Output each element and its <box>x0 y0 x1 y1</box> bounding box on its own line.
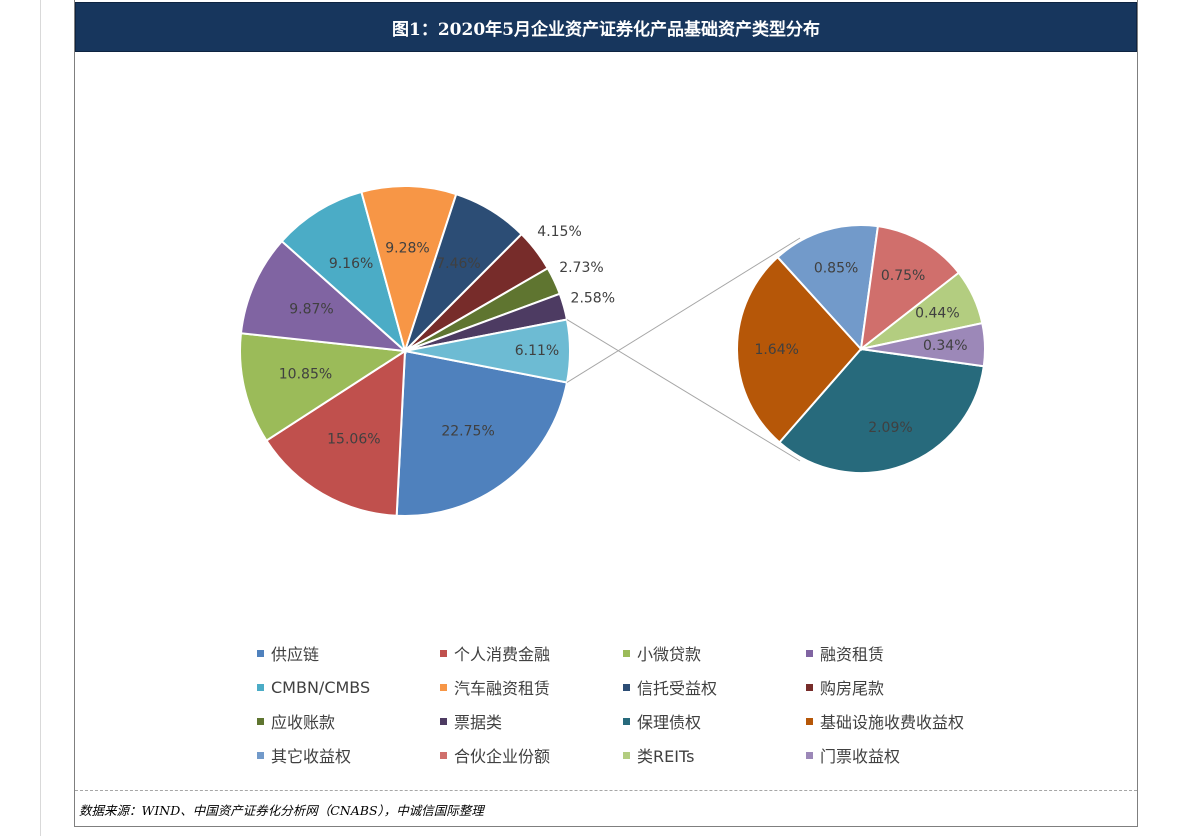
legend-label: 门票收益权 <box>820 747 901 766</box>
legend-item: 合伙企业份额 <box>440 743 623 767</box>
main-data-label-9: 2.58% <box>571 290 615 306</box>
legend-label: 个人消费金融 <box>454 645 551 664</box>
main-data-label-3: 9.87% <box>289 301 333 317</box>
legend-swatch <box>623 751 630 759</box>
legend-label: 信托受益权 <box>637 679 718 698</box>
legend-item: 融资租赁 <box>806 641 989 665</box>
legend-swatch <box>623 717 630 725</box>
legend-item: 小微贷款 <box>623 641 806 665</box>
legend-swatch <box>257 649 264 657</box>
secondary-pie <box>736 224 986 474</box>
legend-swatch <box>440 683 447 691</box>
legend-row: CMBN/CMBS 汽车融资租赁 信托受益权 购房尾款 <box>257 670 1117 704</box>
legend-label: CMBN/CMBS <box>271 677 371 697</box>
legend-item: 汽车融资租赁 <box>440 675 623 699</box>
main-pie <box>239 185 571 517</box>
legend-swatch <box>257 683 264 691</box>
sub-data-label-0: 2.09% <box>868 420 912 436</box>
legend-row: 其它收益权 合伙企业份额 类REITs 门票收益权 <box>257 738 1117 772</box>
main-data-label-10: 6.11% <box>515 343 559 359</box>
page-margin-rule <box>40 0 41 836</box>
legend-swatch <box>806 751 813 759</box>
legend-label: 购房尾款 <box>820 679 885 698</box>
legend-swatch <box>806 683 813 691</box>
main-data-label-4: 9.16% <box>329 256 373 272</box>
sub-data-label-5: 0.34% <box>923 338 967 354</box>
legend-row: 应收账款 票据类 保理债权 基础设施收费收益权 <box>257 704 1117 738</box>
main-data-label-6: 7.46% <box>436 256 480 272</box>
legend-item: 信托受益权 <box>623 675 806 699</box>
legend-label: 应收账款 <box>271 713 336 732</box>
main-slice-1 <box>265 349 407 517</box>
main-slice-2 <box>239 332 408 442</box>
sub-slice-1 <box>736 255 863 444</box>
sub-data-label-4: 0.44% <box>915 305 959 321</box>
legend-item: 购房尾款 <box>806 675 989 699</box>
legend-label: 融资租赁 <box>820 645 885 664</box>
legend-label: 保理债权 <box>637 713 702 732</box>
main-data-label-2: 10.85% <box>279 367 332 383</box>
legend-item: 个人消费金融 <box>440 641 623 665</box>
legend-item: 保理债权 <box>623 709 806 733</box>
sub-slice-0 <box>778 347 985 474</box>
legend-label: 小微贷款 <box>637 645 702 664</box>
main-data-label-1: 15.06% <box>327 432 380 448</box>
legend-item: 其它收益权 <box>257 743 440 767</box>
sub-data-label-2: 0.85% <box>814 260 858 276</box>
main-slice-0 <box>395 349 569 517</box>
legend-label: 类REITs <box>637 747 695 766</box>
figure-frame <box>74 0 1138 826</box>
connector-line-bottom <box>566 319 801 462</box>
legend-swatch <box>806 717 813 725</box>
source-note: 数据来源：WIND、中国资产证券化分析网（CNABS），中诚信国际整理 <box>75 790 1137 826</box>
main-slice-4 <box>280 190 407 354</box>
legend: 供应链 个人消费金融 小微贷款 融资租赁 CMBN/CMBS 汽车融资租赁 信托受益权 购房尾… <box>257 636 1117 772</box>
sub-data-label-3: 0.75% <box>881 268 925 284</box>
source-text: 数据来源：WIND、中国资产证券化分析网（CNABS），中诚信国际整理 <box>79 803 484 818</box>
main-data-label-5: 9.28% <box>385 241 429 257</box>
data-labels: 22.75% 15.06% 10.85% 9.87% 9.16% 9.28% 7.46% 4.… <box>279 224 968 448</box>
legend-label: 基础设施收费收益权 <box>820 713 965 732</box>
main-slice-3 <box>239 239 408 353</box>
legend-swatch <box>257 751 264 759</box>
pie-connectors <box>566 237 801 462</box>
legend-label: 供应链 <box>271 645 320 664</box>
legend-swatch <box>257 717 264 725</box>
legend-item: CMBN/CMBS <box>257 678 440 697</box>
legend-swatch <box>623 683 630 691</box>
sub-slice-3 <box>859 225 961 352</box>
legend-label: 票据类 <box>454 713 503 732</box>
legend-item: 门票收益权 <box>806 743 989 767</box>
legend-label: 汽车融资租赁 <box>454 679 551 698</box>
figure-bottom-rule <box>74 826 1138 827</box>
legend-item: 基础设施收费收益权 <box>806 709 989 733</box>
main-data-label-0: 22.75% <box>441 424 494 440</box>
main-data-label-7: 4.15% <box>537 224 581 240</box>
chart-title: 图1：2020年5月企业资产证券化产品基础资产类型分布 <box>75 2 1137 52</box>
sub-slice-5 <box>860 321 986 368</box>
legend-swatch <box>440 649 447 657</box>
legend-item: 供应链 <box>257 641 440 665</box>
connector-line-top <box>566 237 801 383</box>
legend-item: 应收账款 <box>257 709 440 733</box>
sub-slice-2 <box>776 224 880 352</box>
legend-swatch <box>440 751 447 759</box>
main-data-label-8: 2.73% <box>559 260 603 276</box>
main-slice-5 <box>360 185 458 355</box>
legend-label: 合伙企业份额 <box>454 747 551 766</box>
legend-item: 票据类 <box>440 709 623 733</box>
legend-item: 类REITs <box>623 743 806 767</box>
sub-data-label-1: 1.64% <box>754 342 798 358</box>
legend-swatch <box>440 717 447 725</box>
legend-swatch <box>806 649 813 657</box>
legend-row: 供应链 个人消费金融 小微贷款 融资租赁 <box>257 636 1117 670</box>
legend-label: 其它收益权 <box>271 747 352 766</box>
legend-swatch <box>623 649 630 657</box>
